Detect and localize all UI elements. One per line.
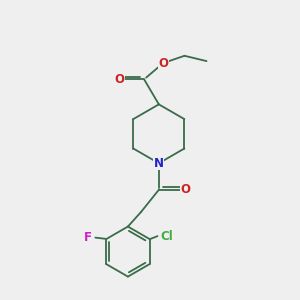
Text: O: O — [180, 183, 190, 196]
Text: O: O — [158, 57, 168, 70]
Text: O: O — [114, 73, 124, 86]
Text: N: N — [154, 157, 164, 170]
Text: F: F — [84, 231, 92, 244]
Text: Cl: Cl — [160, 230, 173, 243]
